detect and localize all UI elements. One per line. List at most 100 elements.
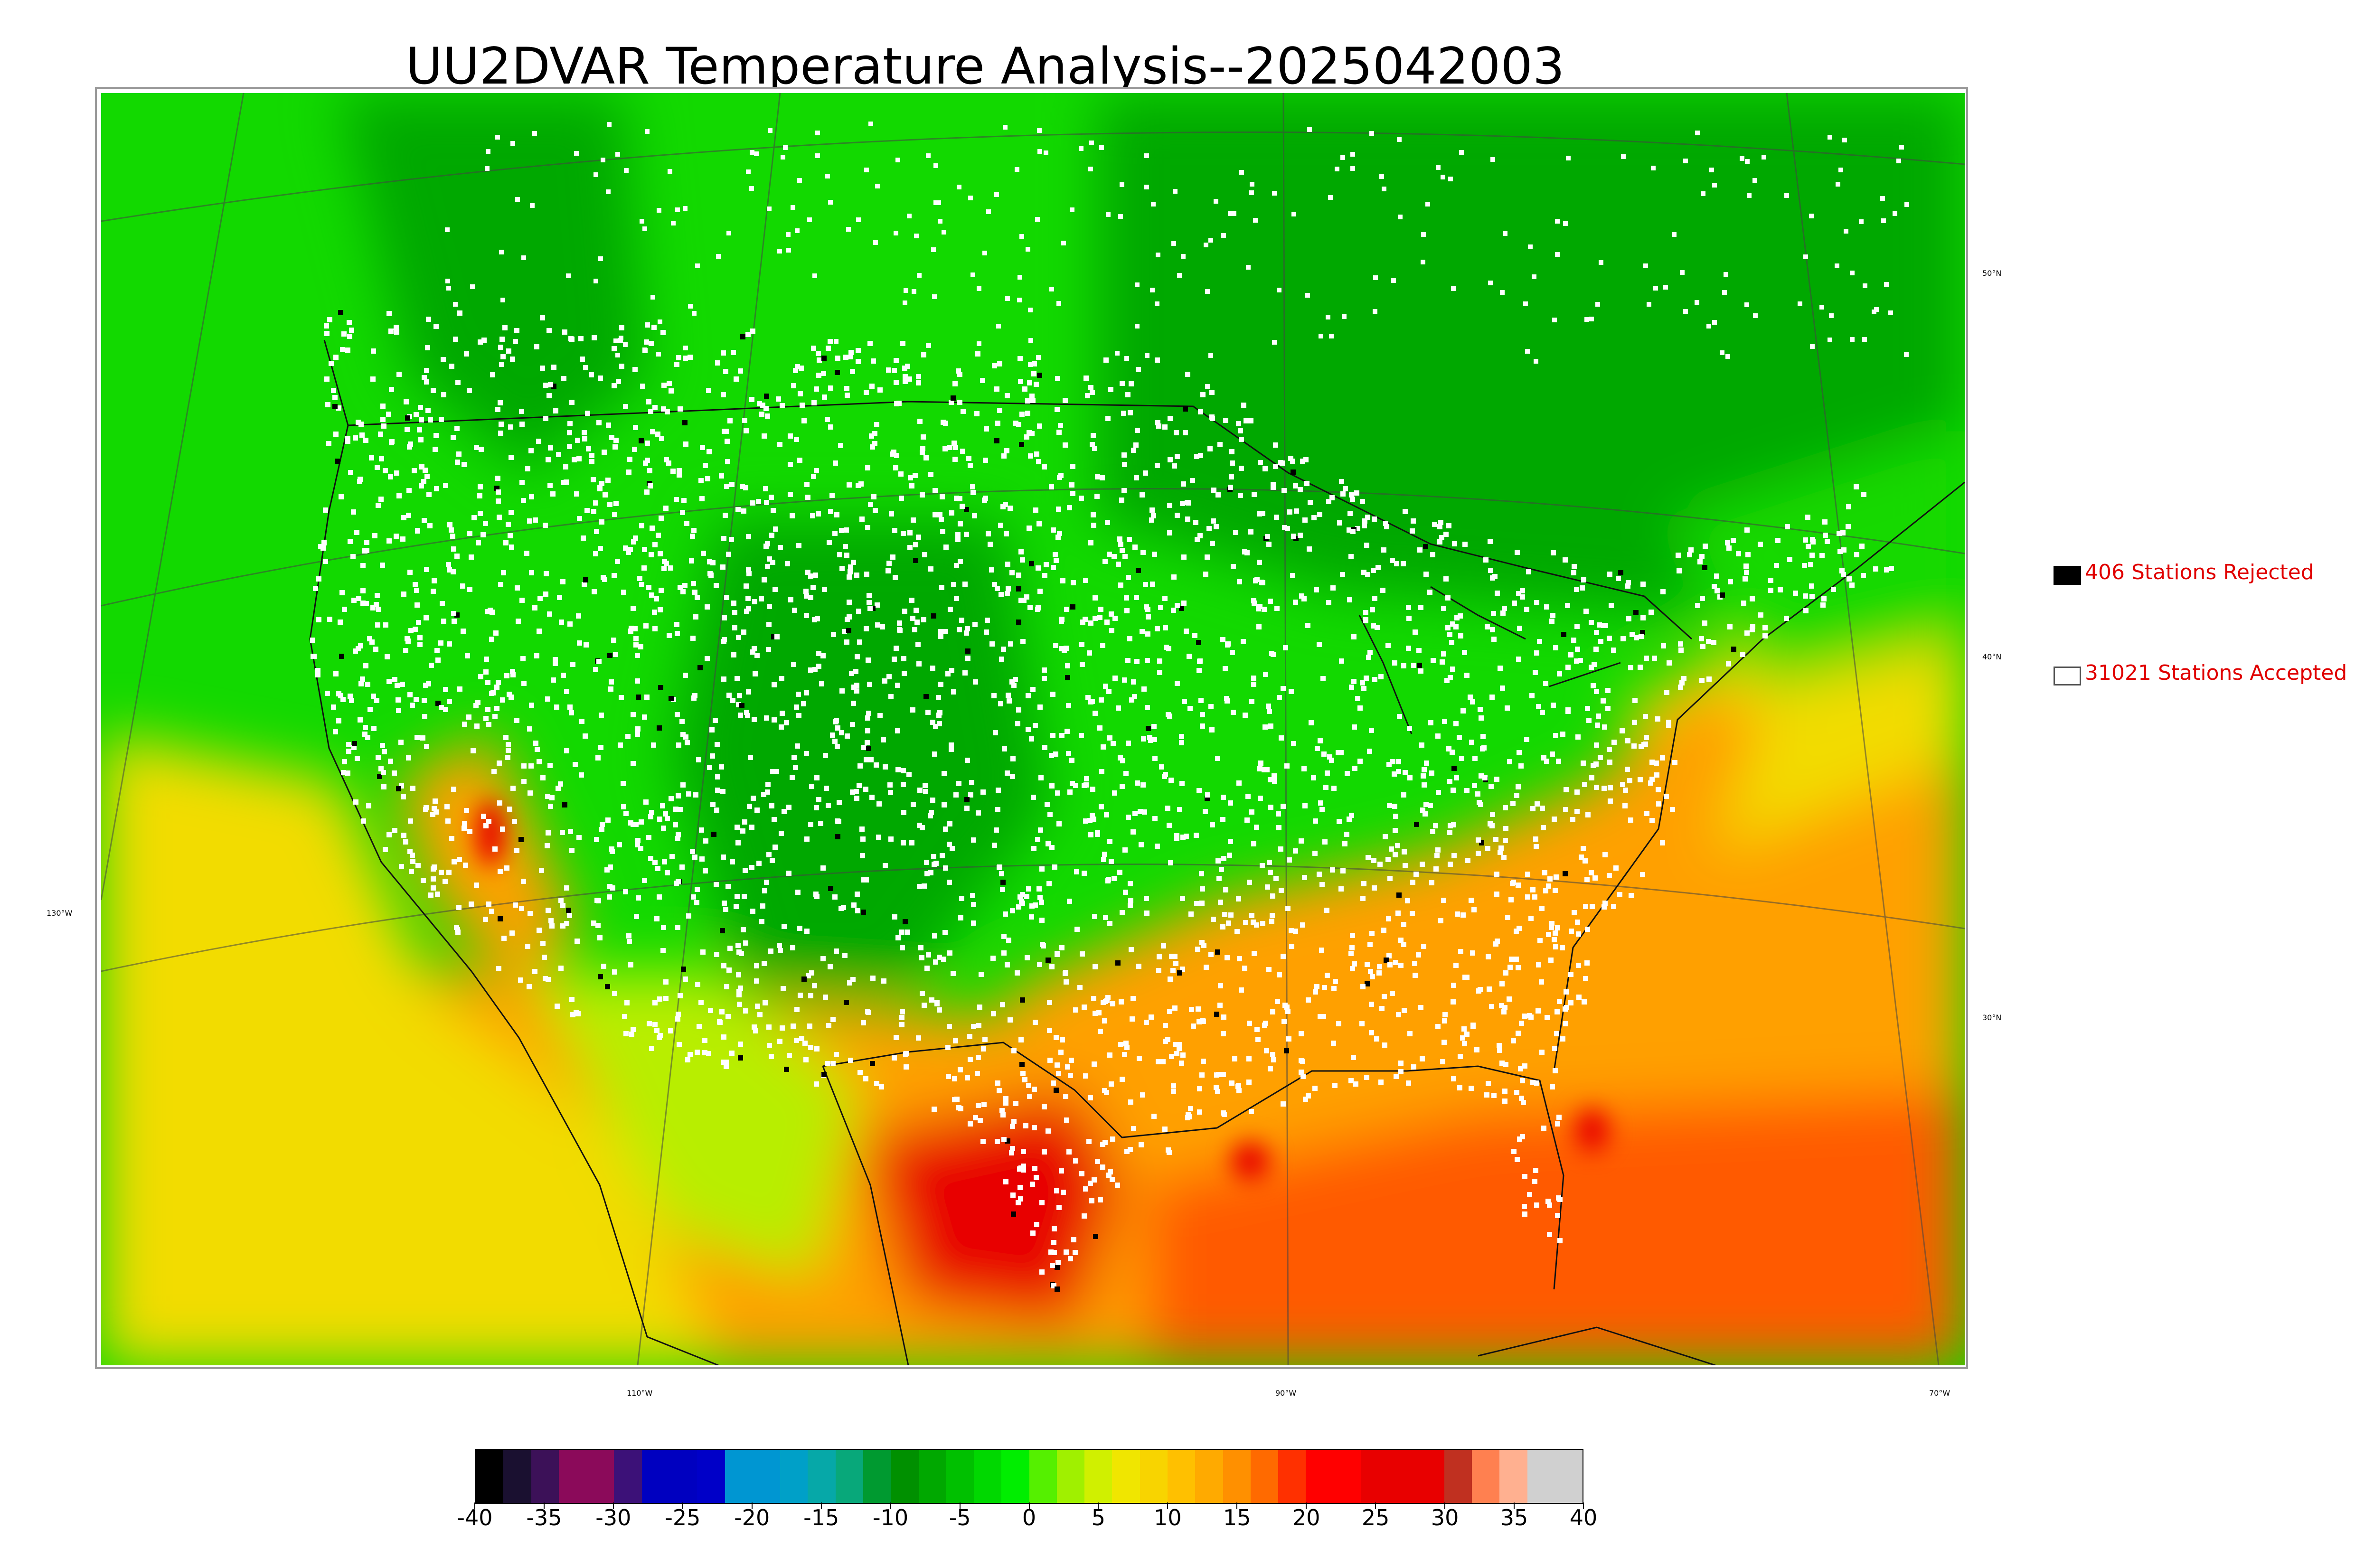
station-accepted xyxy=(848,355,853,359)
station-accepted xyxy=(1819,305,1824,310)
station-accepted xyxy=(1372,516,1377,522)
station-accepted xyxy=(1188,1106,1193,1111)
station-accepted xyxy=(598,546,603,551)
station-accepted xyxy=(945,1045,951,1050)
station-accepted xyxy=(543,523,548,528)
station-accepted xyxy=(1493,941,1498,947)
station-accepted xyxy=(1377,964,1382,969)
station-accepted xyxy=(1112,790,1117,796)
station-rejected xyxy=(1179,606,1184,611)
station-accepted xyxy=(457,686,462,692)
station-accepted xyxy=(1380,588,1385,593)
station-accepted xyxy=(974,411,980,416)
station-rejected xyxy=(1065,675,1070,680)
station-accepted xyxy=(631,761,636,766)
station-accepted xyxy=(361,818,366,824)
station-accepted xyxy=(1055,1260,1061,1265)
station-accepted xyxy=(1172,954,1178,959)
station-accepted xyxy=(699,856,705,862)
station-accepted xyxy=(724,484,729,489)
station-accepted xyxy=(1485,624,1490,629)
station-rejected xyxy=(844,1000,849,1005)
station-accepted xyxy=(1377,862,1383,867)
station-accepted xyxy=(1407,726,1412,731)
station-accepted xyxy=(1107,1052,1112,1058)
station-accepted xyxy=(1357,705,1363,711)
station-accepted xyxy=(958,915,963,920)
station-accepted xyxy=(725,459,730,464)
station-accepted xyxy=(740,828,745,834)
field-spot-florida xyxy=(1575,1109,1609,1152)
station-accepted xyxy=(532,969,537,974)
station-accepted xyxy=(1758,612,1763,618)
station-accepted xyxy=(1073,1158,1078,1164)
station-accepted xyxy=(489,909,494,914)
station-accepted xyxy=(1372,885,1377,891)
station-accepted xyxy=(1302,517,1308,523)
station-accepted xyxy=(1070,464,1075,469)
station-accepted xyxy=(922,1003,927,1008)
station-accepted xyxy=(1479,715,1484,721)
station-accepted xyxy=(809,784,814,789)
station-accepted xyxy=(1177,1046,1182,1051)
station-accepted xyxy=(901,782,906,787)
station-accepted xyxy=(1862,337,1867,342)
station-accepted xyxy=(837,800,842,805)
station-rejected xyxy=(1000,880,1006,885)
station-accepted xyxy=(660,948,666,953)
station-accepted xyxy=(1249,699,1254,704)
station-rejected xyxy=(1016,620,1021,625)
station-accepted xyxy=(1406,646,1411,651)
station-accepted xyxy=(1758,542,1763,547)
station-accepted xyxy=(628,629,633,634)
station-accepted xyxy=(1481,745,1487,751)
station-accepted xyxy=(1743,563,1749,569)
station-accepted xyxy=(1516,784,1521,789)
station-accepted xyxy=(414,412,419,417)
station-accepted xyxy=(1182,699,1187,704)
rejected-label: 406 Stations Rejected xyxy=(2085,560,2314,584)
station-accepted xyxy=(1278,460,1283,465)
station-accepted xyxy=(375,622,380,628)
station-accepted xyxy=(1499,1003,1504,1008)
station-accepted xyxy=(1597,622,1602,628)
station-accepted xyxy=(765,413,770,419)
station-accepted xyxy=(1534,650,1539,656)
station-accepted xyxy=(1082,1213,1087,1219)
station-accepted xyxy=(894,231,898,235)
station-accepted xyxy=(410,859,415,864)
station-accepted xyxy=(1574,809,1580,814)
station-accepted xyxy=(886,568,891,573)
station-accepted xyxy=(933,512,938,517)
station-accepted xyxy=(409,869,414,874)
station-accepted xyxy=(668,1028,673,1033)
station-accepted xyxy=(579,772,584,778)
station-accepted xyxy=(1181,254,1186,259)
station-accepted xyxy=(1554,874,1559,880)
station-accepted xyxy=(1363,618,1368,623)
station-rejected xyxy=(1055,1265,1060,1270)
station-accepted xyxy=(814,468,819,473)
station-accepted xyxy=(1236,421,1241,426)
station-accepted xyxy=(710,802,716,807)
station-accepted xyxy=(1434,853,1440,858)
station-accepted xyxy=(546,830,551,836)
station-accepted xyxy=(746,606,751,611)
station-accepted xyxy=(968,463,973,468)
station-accepted xyxy=(831,632,836,637)
colorbar-segment xyxy=(1140,1450,1168,1503)
station-accepted xyxy=(1245,794,1251,799)
station-accepted xyxy=(1768,578,1773,583)
station-accepted xyxy=(1005,562,1010,567)
station-accepted xyxy=(567,704,573,710)
station-accepted xyxy=(1406,1080,1411,1086)
station-accepted xyxy=(445,279,450,283)
station-accepted xyxy=(607,502,612,507)
station-accepted xyxy=(932,862,937,867)
station-accepted xyxy=(989,567,994,573)
station-accepted xyxy=(953,445,958,450)
station-accepted xyxy=(381,770,386,775)
station-accepted xyxy=(1300,459,1305,464)
station-accepted xyxy=(850,789,855,795)
station-accepted xyxy=(1602,901,1608,906)
